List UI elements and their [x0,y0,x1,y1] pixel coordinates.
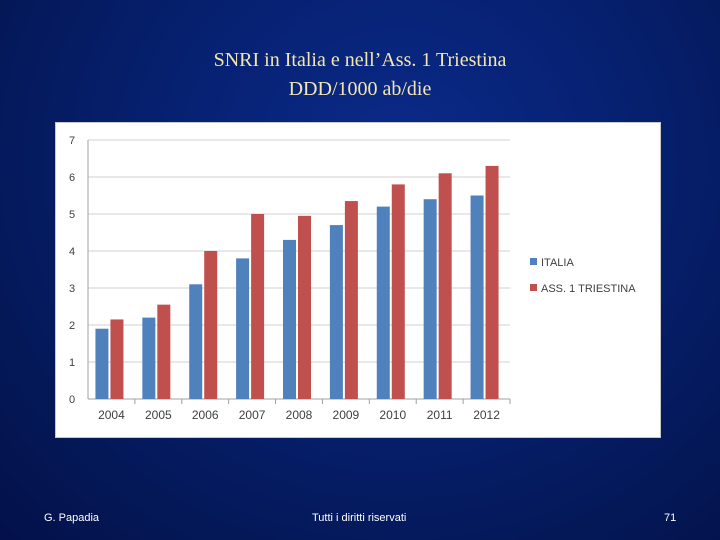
x-tick-label: 2011 [427,408,453,422]
slide-title: SNRI in Italia e nell’Ass. 1 Triestina D… [0,46,720,104]
bar-italia-2007 [236,258,250,399]
x-tick-label: 2010 [379,408,406,422]
y-tick-label: 1 [69,357,75,369]
slide-title-line-1: SNRI in Italia e nell’Ass. 1 Triestina [213,49,507,71]
y-tick-label: 2 [69,320,75,332]
bar-italia-2005 [142,317,156,399]
y-tick-label: 7 [69,135,75,147]
slide-title-line-2: DDD/1000 ab/die [288,78,432,100]
legend-swatch [530,258,537,265]
bar-italia-2010 [376,206,390,399]
y-tick-label: 5 [69,209,75,221]
x-tick-label: 2008 [286,408,313,422]
bar-triestina-2008 [298,215,311,399]
y-tick-label: 4 [69,246,75,258]
legend-label: ASS. 1 TRIESTINA [541,283,636,295]
bar-triestina-2009 [344,201,358,399]
x-tick-label: 2005 [145,408,172,422]
bar-italia-2012 [470,195,484,399]
bar-italia-2009 [329,225,343,399]
legend-swatch [530,284,537,291]
bar-triestina-2007 [251,214,265,399]
legend-label: ITALIA [541,257,574,269]
bar-triestina-2010 [391,184,405,399]
x-tick-label: 2006 [192,408,219,422]
page-number: 71 [664,512,677,524]
bar-triestina-2005 [157,304,171,399]
bar-italia-2008 [283,239,296,399]
bar-triestina-2004 [110,319,124,399]
y-tick-label: 3 [69,283,75,295]
chart-frame: 0 1 2 3 4 5 6 7 2004 2005 2006 2007 2008 2009 2010 2011… [55,122,661,438]
x-tick-label: 2012 [473,408,500,422]
bar-triestina-2011 [438,173,452,399]
x-tick-label: 2009 [333,408,360,422]
y-tick-label: 0 [69,394,75,406]
footer-author: G. Papadia [44,512,100,524]
bar-chart: 0 1 2 3 4 5 6 7 2004 2005 2006 2007 2008 2009 2010 2011… [69,135,636,422]
bar-italia-2011 [423,199,437,399]
x-tick-label: 2004 [98,408,125,422]
bar-triestina-2006 [204,251,218,399]
bar-triestina-2012 [485,165,499,399]
x-tick-label: 2007 [239,408,266,422]
footer-rights: Tutti i diritti riservati [312,512,407,524]
y-tick-label: 6 [69,172,75,184]
bar-italia-2004 [95,328,109,399]
bar-italia-2006 [189,284,203,399]
